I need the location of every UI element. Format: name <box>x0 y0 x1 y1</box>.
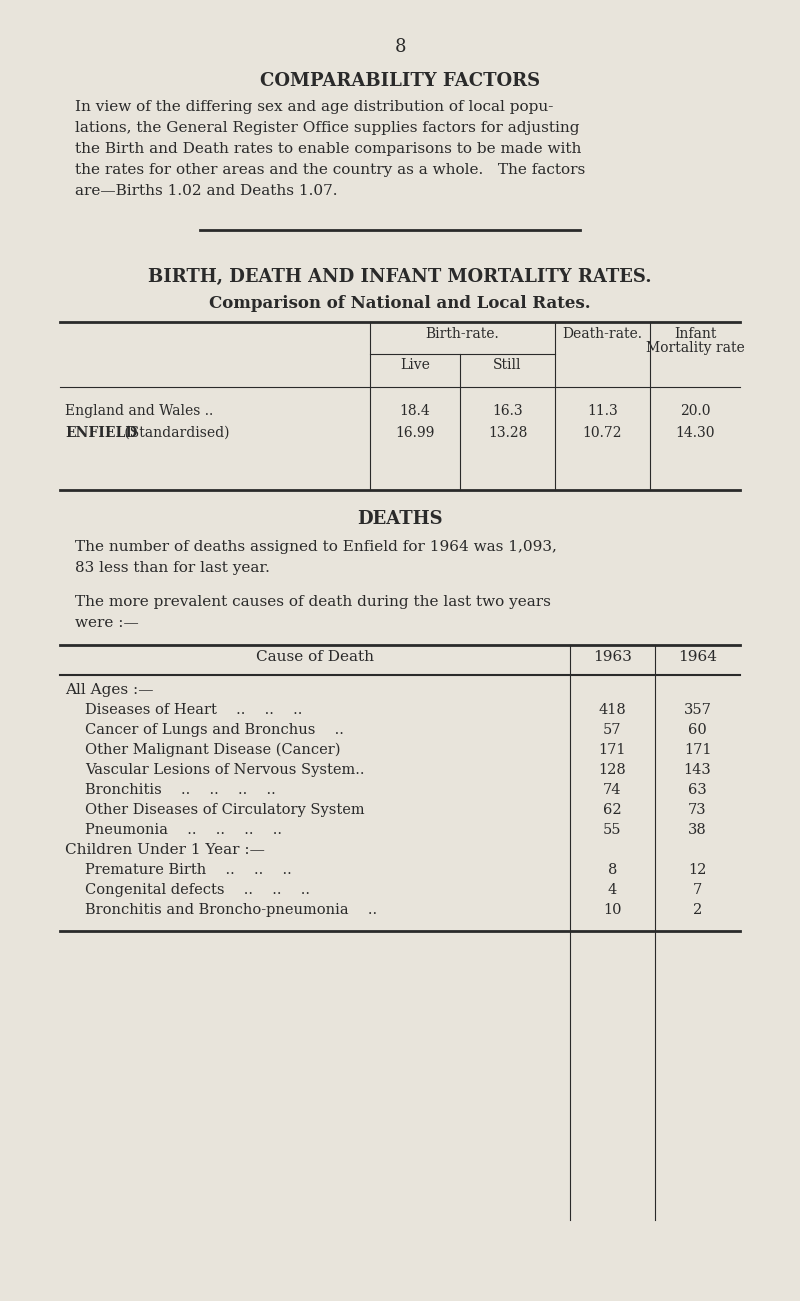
Text: 38: 38 <box>688 824 707 837</box>
Text: England and Wales ..: England and Wales .. <box>65 405 214 418</box>
Text: 55: 55 <box>603 824 622 837</box>
Text: were :—: were :— <box>75 615 138 630</box>
Text: 16.99: 16.99 <box>395 425 434 440</box>
Text: the Birth and Death rates to enable comparisons to be made with: the Birth and Death rates to enable comp… <box>75 142 582 156</box>
Text: Infant: Infant <box>674 327 716 341</box>
Text: 128: 128 <box>598 762 626 777</box>
Text: 18.4: 18.4 <box>400 405 430 418</box>
Text: Pneumonia  ..  ..  ..  ..: Pneumonia .. .. .. .. <box>85 824 282 837</box>
Text: All Ages :—: All Ages :— <box>65 683 154 697</box>
Text: 418: 418 <box>598 703 626 717</box>
Text: 14.30: 14.30 <box>675 425 714 440</box>
Text: BIRTH, DEATH AND INFANT MORTALITY RATES.: BIRTH, DEATH AND INFANT MORTALITY RATES. <box>148 268 652 286</box>
Text: 8: 8 <box>608 863 617 877</box>
Text: Other Malignant Disease (Cancer): Other Malignant Disease (Cancer) <box>85 743 341 757</box>
Text: Children Under 1 Year :—: Children Under 1 Year :— <box>65 843 265 857</box>
Text: the rates for other areas and the country as a whole.   The factors: the rates for other areas and the countr… <box>75 163 586 177</box>
Text: 73: 73 <box>688 803 707 817</box>
Text: Still: Still <box>494 358 522 372</box>
Text: are—Births 1.02 and Deaths 1.07.: are—Births 1.02 and Deaths 1.07. <box>75 183 338 198</box>
Text: 83 less than for last year.: 83 less than for last year. <box>75 561 270 575</box>
Text: Other Diseases of Circulatory System: Other Diseases of Circulatory System <box>85 803 365 817</box>
Text: 8: 8 <box>394 38 406 56</box>
Text: Diseases of Heart  ..  ..  ..: Diseases of Heart .. .. .. <box>85 703 302 717</box>
Text: 62: 62 <box>603 803 622 817</box>
Text: Bronchitis and Broncho-pneumonia  ..: Bronchitis and Broncho-pneumonia .. <box>85 903 377 917</box>
Text: 1964: 1964 <box>678 650 717 664</box>
Text: 171: 171 <box>684 743 711 757</box>
Text: 16.3: 16.3 <box>492 405 523 418</box>
Text: 10.72: 10.72 <box>582 425 622 440</box>
Text: 1963: 1963 <box>593 650 632 664</box>
Text: 7: 7 <box>693 883 702 896</box>
Text: 357: 357 <box>683 703 711 717</box>
Text: 63: 63 <box>688 783 707 798</box>
Text: Mortality rate: Mortality rate <box>646 341 744 355</box>
Text: 20.0: 20.0 <box>680 405 710 418</box>
Text: 10: 10 <box>603 903 622 917</box>
Text: 60: 60 <box>688 723 707 736</box>
Text: Cancer of Lungs and Bronchus  ..: Cancer of Lungs and Bronchus .. <box>85 723 344 736</box>
Text: 13.28: 13.28 <box>488 425 527 440</box>
Text: lations, the General Register Office supplies factors for adjusting: lations, the General Register Office sup… <box>75 121 579 135</box>
Text: 143: 143 <box>684 762 711 777</box>
Text: Cause of Death: Cause of Death <box>256 650 374 664</box>
Text: 4: 4 <box>608 883 617 896</box>
Text: Comparison of National and Local Rates.: Comparison of National and Local Rates. <box>209 295 591 312</box>
Text: Congenital defects  ..  ..  ..: Congenital defects .. .. .. <box>85 883 310 896</box>
Text: 171: 171 <box>598 743 626 757</box>
Text: In view of the differing sex and age distribution of local popu-: In view of the differing sex and age dis… <box>75 100 554 114</box>
Text: COMPARABILITY FACTORS: COMPARABILITY FACTORS <box>260 72 540 90</box>
Text: DEATHS: DEATHS <box>357 510 443 528</box>
Text: (Standardised): (Standardised) <box>120 425 230 440</box>
Text: ENFIELD: ENFIELD <box>65 425 138 440</box>
Text: 2: 2 <box>693 903 702 917</box>
Text: Death-rate.: Death-rate. <box>562 327 642 341</box>
Text: Birth-rate.: Birth-rate. <box>426 327 499 341</box>
Text: 74: 74 <box>603 783 622 798</box>
Text: Bronchitis  ..  ..  ..  ..: Bronchitis .. .. .. .. <box>85 783 276 798</box>
Text: 12: 12 <box>688 863 706 877</box>
Text: Premature Birth  ..  ..  ..: Premature Birth .. .. .. <box>85 863 292 877</box>
Text: Vascular Lesions of Nervous System..: Vascular Lesions of Nervous System.. <box>85 762 365 777</box>
Text: 57: 57 <box>603 723 622 736</box>
Text: The number of deaths assigned to Enfield for 1964 was 1,093,: The number of deaths assigned to Enfield… <box>75 540 557 554</box>
Text: Live: Live <box>400 358 430 372</box>
Text: 11.3: 11.3 <box>587 405 618 418</box>
Text: The more prevalent causes of death during the last two years: The more prevalent causes of death durin… <box>75 595 551 609</box>
